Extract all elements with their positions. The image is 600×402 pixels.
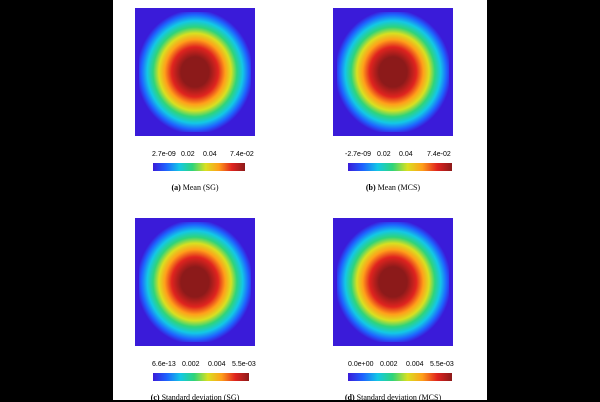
- contour-field: [139, 12, 251, 132]
- tick-label: 7.4e-02: [427, 151, 451, 158]
- caption-label: (a): [171, 183, 181, 192]
- colorbar-ticks: 6.6e-13 0.002 0.004 5.5e-03: [120, 361, 270, 371]
- colorbar: [348, 373, 452, 381]
- contour-plot: [135, 218, 255, 346]
- colorbar-ticks: 2.7e-09 0.02 0.04 7.4e-02: [120, 151, 270, 161]
- tick-label: 6.6e-13: [152, 361, 176, 368]
- contour-field: [337, 222, 449, 342]
- tick-label: 7.4e-02: [230, 151, 254, 158]
- colorbar-ticks: 0.0e+00 0.002 0.004 5.5e-03: [318, 361, 468, 371]
- caption-text: Mean (MCS): [377, 183, 421, 192]
- tick-label: 0.04: [399, 151, 413, 158]
- contour-field: [139, 222, 251, 342]
- colorbar-gradient: [348, 373, 452, 381]
- caption-text: Standard deviation (MCS): [356, 393, 442, 402]
- tick-label: 5.5e-03: [232, 361, 256, 368]
- colorbar: [348, 163, 452, 171]
- tick-label: 0.004: [406, 361, 424, 368]
- colorbar-gradient: [153, 163, 245, 171]
- figure-caption: (c) Standard deviation (SG): [110, 393, 280, 402]
- tick-label: 0.004: [208, 361, 226, 368]
- tick-label: 0.02: [377, 151, 391, 158]
- tick-label: -2.7e-09: [345, 151, 372, 158]
- figure-caption: (d) Standard deviation (MCS): [308, 393, 478, 402]
- contour-field: [337, 12, 449, 132]
- contour-plot: [333, 218, 453, 346]
- tick-label: 2.7e-09: [152, 151, 176, 158]
- figure-caption: (b) Mean (MCS): [308, 183, 478, 192]
- caption-label: (d): [344, 393, 355, 402]
- tick-label: 0.0e+00: [348, 361, 374, 368]
- contour-plot: [135, 8, 255, 136]
- caption-text: Standard deviation (SG): [161, 393, 240, 402]
- caption-text: Mean (SG): [182, 183, 219, 192]
- colorbar: [153, 373, 249, 381]
- tick-label: 0.002: [182, 361, 200, 368]
- tick-label: 0.002: [380, 361, 398, 368]
- figure-caption: (a) Mean (SG): [110, 183, 280, 192]
- caption-label: (b): [365, 183, 376, 192]
- figure-page: 2.7e-09 0.02 0.04 7.4e-02 (a) Mean (SG) …: [110, 0, 487, 402]
- caption-label: (c): [150, 393, 160, 402]
- colorbar-ticks: -2.7e-09 0.02 0.04 7.4e-02: [318, 151, 468, 161]
- tick-label: 0.04: [203, 151, 217, 158]
- tick-label: 5.5e-03: [430, 361, 454, 368]
- colorbar-gradient: [348, 163, 452, 171]
- contour-plot: [333, 8, 453, 136]
- colorbar: [153, 163, 245, 171]
- colorbar-gradient: [153, 373, 249, 381]
- tick-label: 0.02: [181, 151, 195, 158]
